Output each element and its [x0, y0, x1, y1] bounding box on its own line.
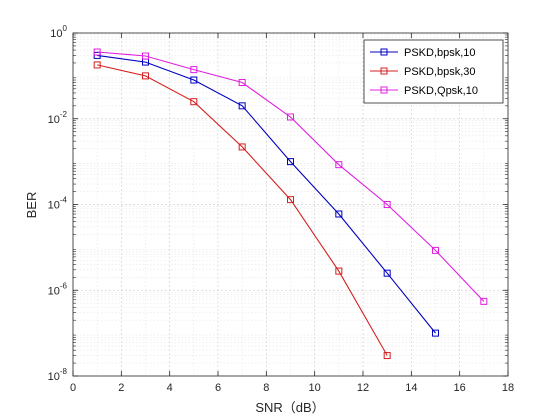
data-point-series-2: [142, 72, 149, 80]
y-tick-label: 10-4: [48, 196, 68, 212]
legend-marker: [380, 86, 388, 94]
y-tick-label: 10-2: [48, 110, 68, 126]
data-point-series-1: [190, 76, 198, 84]
data-point-series-1: [383, 269, 391, 277]
data-point-series-3: [238, 79, 246, 87]
x-tick-label: 2: [118, 382, 124, 394]
data-point-series-3: [335, 161, 343, 169]
x-tick-label: 8: [263, 382, 269, 394]
data-point-series-3: [383, 201, 391, 208]
x-tick-label: 6: [215, 382, 221, 394]
data-point-series-2: [238, 143, 246, 151]
data-point-series-1: [432, 329, 439, 337]
y-tick-label: 100: [50, 24, 67, 40]
x-tick-label: 12: [357, 382, 369, 394]
legend-label: PSKD,bpsk,10: [404, 47, 476, 59]
x-axis-title: SNR（dB）: [255, 400, 324, 415]
series-layer: [93, 48, 488, 360]
minor-grid: [73, 33, 508, 376]
legend: PSKD,bpsk,10 PSKD,bpsk,30 PSKD,Qpsk,10: [363, 39, 504, 104]
x-tick-label: 4: [167, 382, 173, 394]
data-point-series-1: [238, 102, 246, 110]
data-point-series-3: [480, 297, 488, 305]
legend-label: PSKD,bpsk,30: [404, 66, 476, 78]
data-point-series-2: [287, 196, 294, 204]
series-line-3: [97, 51, 485, 302]
x-tick-label: 16: [454, 382, 466, 394]
data-point-series-1: [335, 210, 343, 218]
series-line-2: [97, 64, 388, 356]
y-axis-title: BER: [24, 192, 39, 219]
series-line-1: [97, 54, 436, 334]
axis-ticks: 0 2 4 6 8 10 12 14 16 18 100 10-2 10-4 10-6 10-8: [48, 24, 515, 394]
x-tick-label: 0: [70, 382, 76, 394]
data-point-series-2: [190, 98, 198, 106]
data-point-series-3: [142, 52, 149, 60]
data-point-series-3: [432, 246, 439, 254]
data-point-series-3: [190, 66, 198, 74]
legend-marker: [380, 48, 388, 56]
y-tick-label: 10-8: [48, 367, 68, 383]
x-tick-label: 10: [309, 382, 321, 394]
data-point-series-2: [383, 352, 391, 360]
legend-label: PSKD,Qpsk,10: [404, 85, 478, 97]
data-point-series-2: [93, 61, 101, 69]
x-tick-label: 18: [502, 382, 514, 394]
legend-marker: [380, 67, 388, 75]
data-point-series-3: [287, 113, 294, 121]
y-tick-label: 10-6: [48, 281, 68, 297]
data-point-series-3: [93, 48, 101, 56]
data-point-series-1: [287, 158, 294, 166]
x-tick-label: 14: [405, 382, 417, 394]
data-point-series-2: [335, 267, 343, 275]
